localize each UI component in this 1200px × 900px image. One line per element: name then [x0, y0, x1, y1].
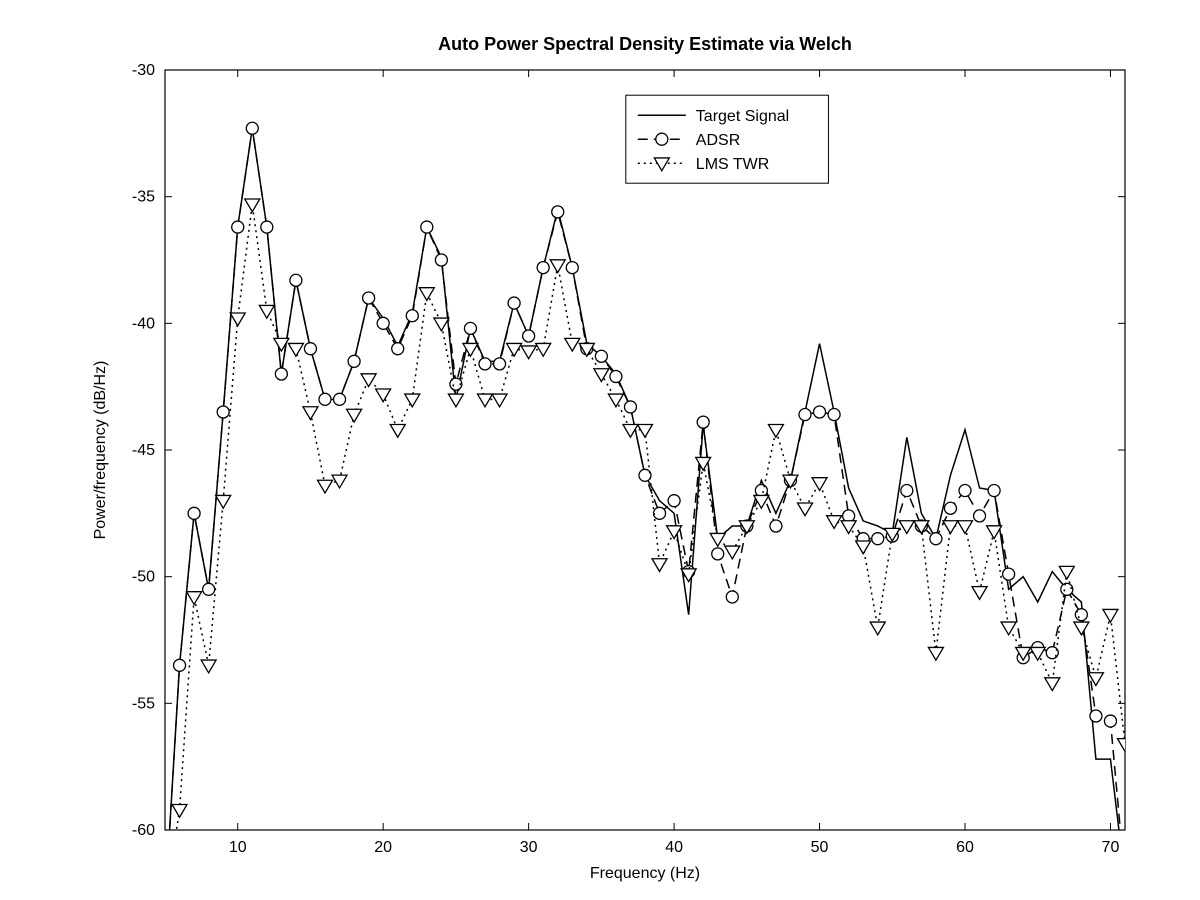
marker-circle	[1046, 647, 1058, 659]
marker-circle	[304, 343, 316, 355]
marker-circle	[537, 262, 549, 274]
marker-circle	[1061, 583, 1073, 595]
xtick-label: 40	[665, 839, 683, 856]
ytick-label: -60	[132, 822, 155, 839]
marker-circle	[1003, 568, 1015, 580]
marker-circle	[406, 310, 418, 322]
marker-circle	[654, 507, 666, 519]
marker-circle	[770, 520, 782, 532]
marker-circle	[377, 317, 389, 329]
plot-box	[165, 70, 1125, 830]
marker-circle	[843, 510, 855, 522]
marker-circle	[1104, 715, 1116, 727]
xtick-label: 50	[811, 839, 829, 856]
marker-circle	[930, 533, 942, 545]
marker-circle	[275, 368, 287, 380]
ytick-label: -50	[132, 569, 155, 586]
marker-circle	[290, 274, 302, 286]
xtick-label: 10	[229, 839, 247, 856]
legend-label: Target Signal	[696, 108, 789, 125]
legend: Target Signal ADSR LMS TWR	[626, 95, 829, 183]
chart-container: 10 20 30 40 50 60 70 -60 -55 -50 -45 -40 -35 -30 Frequ…	[0, 0, 1200, 900]
xtick-label: 20	[374, 839, 392, 856]
marker-circle	[1090, 710, 1102, 722]
ytick-label: -30	[132, 62, 155, 79]
marker-circle	[421, 221, 433, 233]
marker-circle	[974, 510, 986, 522]
psd-chart: 10 20 30 40 50 60 70 -60 -55 -50 -45 -40 -35 -30 Frequ…	[0, 0, 1200, 900]
legend-label: ADSR	[696, 132, 740, 149]
marker-circle	[624, 401, 636, 413]
xtick-label: 60	[956, 839, 974, 856]
x-axis-label: Frequency (Hz)	[590, 865, 700, 882]
marker-circle	[464, 322, 476, 334]
marker-circle	[697, 416, 709, 428]
marker-circle	[814, 406, 826, 418]
marker-circle	[508, 297, 520, 309]
marker-circle	[595, 350, 607, 362]
marker-circle	[319, 393, 331, 405]
marker-circle	[188, 507, 200, 519]
marker-circle	[639, 469, 651, 481]
marker-circle	[944, 502, 956, 514]
xtick-label: 70	[1102, 839, 1120, 856]
chart-title: Auto Power Spectral Density Estimate via…	[438, 34, 852, 54]
marker-circle	[610, 371, 622, 383]
marker-circle	[217, 406, 229, 418]
marker-circle	[755, 485, 767, 497]
marker-circle	[872, 533, 884, 545]
xtick-label: 30	[520, 839, 538, 856]
marker-circle	[494, 358, 506, 370]
marker-circle	[348, 355, 360, 367]
marker-circle	[901, 485, 913, 497]
marker-circle	[174, 659, 186, 671]
marker-circle	[203, 583, 215, 595]
marker-circle	[392, 343, 404, 355]
marker-circle	[566, 262, 578, 274]
marker-circle	[246, 122, 258, 134]
marker-circle	[799, 409, 811, 421]
marker-circle	[668, 495, 680, 507]
marker-circle	[726, 591, 738, 603]
legend-label: LMS TWR	[696, 156, 769, 173]
marker-circle	[959, 485, 971, 497]
marker-circle	[435, 254, 447, 266]
ytick-label: -55	[132, 695, 155, 712]
marker-circle	[656, 133, 668, 145]
marker-circle	[232, 221, 244, 233]
y-axis-label: Power/frequency (dB/Hz)	[92, 361, 109, 540]
marker-circle	[712, 548, 724, 560]
marker-circle	[523, 330, 535, 342]
ytick-label: -35	[132, 189, 155, 206]
marker-circle	[363, 292, 375, 304]
ytick-label: -40	[132, 315, 155, 332]
marker-circle	[261, 221, 273, 233]
marker-circle	[828, 409, 840, 421]
marker-circle	[334, 393, 346, 405]
ytick-label: -45	[132, 442, 155, 459]
marker-circle	[988, 485, 1000, 497]
marker-circle	[479, 358, 491, 370]
marker-circle	[552, 206, 564, 218]
